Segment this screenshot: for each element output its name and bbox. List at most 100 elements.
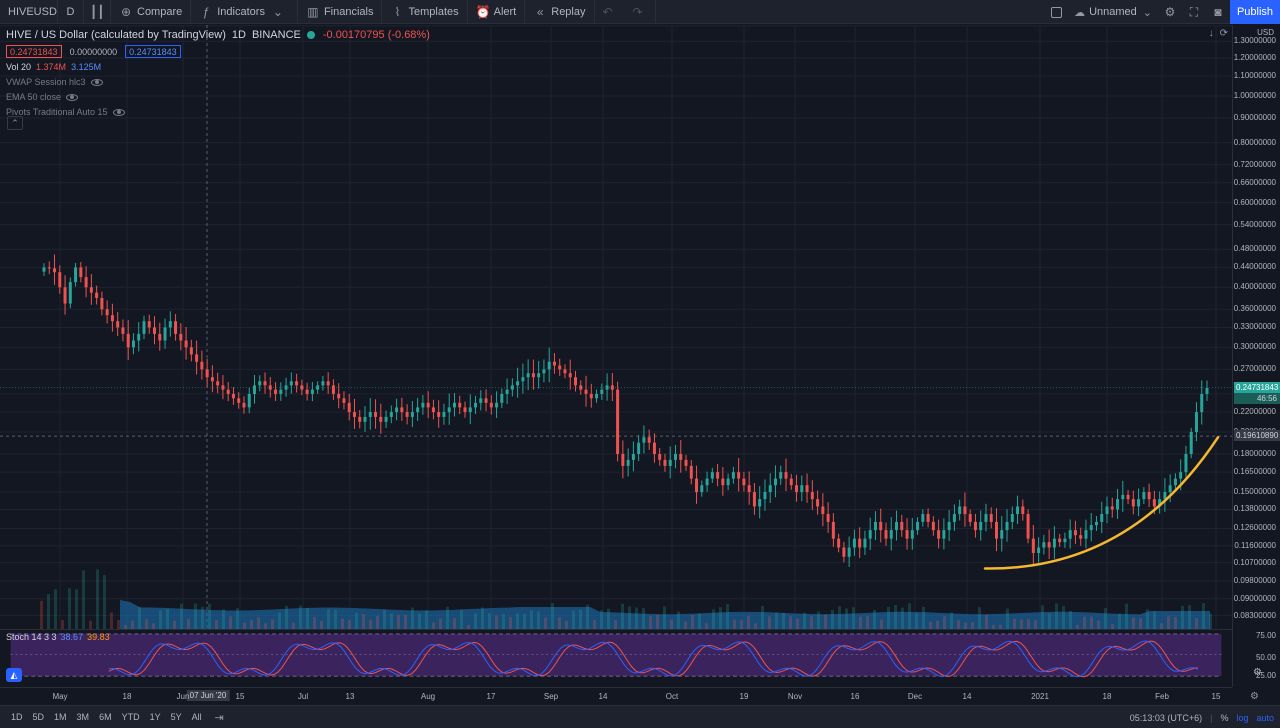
symbol-search-button[interactable]: HIVEUSD [0,0,58,24]
compare-label: Compare [137,5,183,18]
candle-body [184,340,188,348]
range-6m-button[interactable]: 6M [99,712,112,722]
stoch-scale-label: 25.00 [1255,671,1276,680]
undo-icon: ↶ [602,4,613,19]
layout-name-button[interactable]: ☁ Unnamed ⌄ [1068,6,1158,19]
price-scale-label: 1.20000000 [1233,52,1276,62]
eye-hidden-icon[interactable] [66,93,79,101]
volume-bar [579,609,582,629]
fullscreen-button[interactable]: ⛶ [1182,0,1206,24]
templates-button[interactable]: ⌇ Templates [382,0,468,24]
bid-price-box[interactable]: 0.24731843 [6,45,62,58]
vwap-indicator-legend[interactable]: VWAP Session hlc3 [6,76,430,88]
candle-body [779,472,783,479]
interval-label: D [66,5,75,18]
bottom-right-controls: 05:13:03 (UTC+6) | % log auto [1130,706,1274,728]
pivots-indicator-legend[interactable]: Pivots Traditional Auto 15 [6,106,430,118]
eye-hidden-icon[interactable] [90,78,103,86]
compare-button[interactable]: ⊕ Compare [111,0,192,24]
candle-body [89,287,93,293]
range-1y-button[interactable]: 1Y [149,712,161,722]
trend-curve-drawing[interactable] [983,436,1220,570]
candle-body [784,472,788,479]
volume-bar [313,616,316,629]
snapshot-button[interactable]: ◙ [1206,0,1230,24]
candle-body [652,442,656,454]
chart-type-button[interactable]: ┃┃ [84,0,111,24]
volume-bar [530,610,533,629]
undo-button[interactable]: ↶ [595,0,625,24]
range-all-button[interactable]: All [191,712,202,722]
volume-bar [292,622,295,629]
ema-indicator-legend[interactable]: EMA 50 close [6,91,430,103]
indicators-button[interactable]: ƒ Indicators ⌄ [191,0,298,24]
volume-bar [215,619,218,629]
goto-date-icon[interactable]: ⇥ [214,711,224,724]
interval-button[interactable]: D [58,0,84,24]
volume-bar [964,622,967,629]
candle-body [95,292,99,299]
eye-hidden-icon[interactable] [112,108,125,116]
time-axis[interactable]: 07 Jun '20 May 18 15 Jul 13 Aug 17 Sep 14 Oct 19 No… [0,687,1232,705]
tradingview-logo-icon[interactable]: ◭ [6,668,22,682]
volume-bar [1027,618,1030,629]
volume-indicator-legend[interactable]: Vol 20 1.374M 3.125M [6,61,430,73]
settings-button[interactable]: ⚙ [1158,0,1182,24]
layout-select-button[interactable] [1044,0,1068,24]
candle-body [495,402,499,408]
volume-bar [124,624,127,629]
candle-body [331,385,335,394]
range-5y-button[interactable]: 5Y [170,712,182,722]
price-chart[interactable] [0,25,1232,629]
clock-label[interactable]: 05:13:03 (UTC+6) [1129,712,1203,723]
candle-body [1200,393,1204,413]
price-scale-label: 0.48000000 [1233,244,1276,254]
financials-button[interactable]: ▥ Financials [298,0,383,24]
volume-bar [1209,613,1212,629]
volume-bar [208,603,211,629]
log-toggle[interactable]: log [1236,712,1249,723]
percent-toggle[interactable]: % [1220,712,1229,723]
price-scale-label: 0.18000000 [1233,448,1276,458]
candle-body [374,412,378,417]
candle-body [647,437,651,443]
alert-button[interactable]: ⏰ Alert [468,0,526,24]
crosshair-date-tag: 07 Jun '20 [186,690,230,701]
candle-body [179,333,183,341]
volume-bar [523,613,526,629]
volume-bar [901,607,904,629]
redo-button[interactable]: ↷ [625,0,656,24]
volume-bar [551,603,554,629]
time-axis-label: 15 [1211,692,1221,701]
auto-toggle[interactable]: auto [1256,712,1274,723]
stochastic-pane[interactable] [0,629,1232,687]
range-3m-button[interactable]: 3M [76,712,90,722]
scale-settings-icon[interactable]: ⚙ [1253,667,1262,678]
volume-bar [922,606,925,629]
candle-body [568,373,572,378]
range-ytd-button[interactable]: YTD [121,712,140,722]
candle-body [516,381,520,386]
range-5d-button[interactable]: 5D [32,712,45,722]
layout-name-label: Unnamed [1089,6,1137,18]
candle-body [1126,494,1130,500]
candle-body [295,381,299,386]
stoch-k-line [108,640,1198,678]
alert-label: Alert [493,5,517,18]
price-scale-label: 0.27000000 [1233,364,1276,374]
collapse-legend-button[interactable]: ⌃ [7,116,23,130]
candle-body [1152,499,1156,507]
candle-body [426,402,430,408]
range-1d-button[interactable]: 1D [11,712,23,722]
refresh-icon[interactable]: ⟳ [1219,28,1228,39]
candle-body [795,485,799,493]
arrow-down-icon[interactable]: ↓ [1208,28,1214,39]
replay-button[interactable]: « Replay [525,0,595,24]
candle-body [552,361,556,366]
publish-button[interactable]: Publish [1230,0,1280,24]
candle-body [258,381,262,386]
ask-price-box[interactable]: 0.24731843 [125,45,181,58]
range-1m-button[interactable]: 1M [54,712,67,722]
time-axis-settings-icon[interactable]: ⚙ [1250,691,1259,702]
price-scale[interactable]: USD 1.30000000 1.20000000 1.10000000 1.0000… [1232,25,1280,687]
